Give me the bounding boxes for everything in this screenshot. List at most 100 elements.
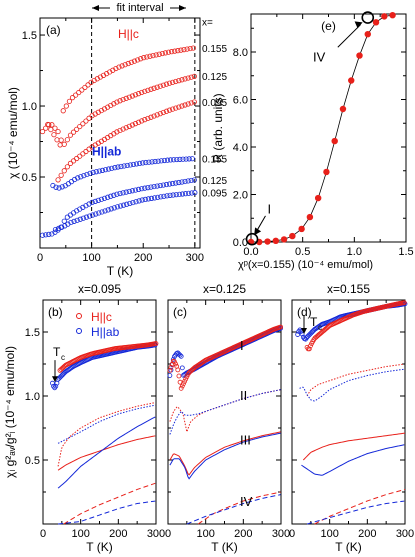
component-I-marker-hab	[295, 332, 301, 337]
component-I-marker-hab	[178, 353, 184, 359]
chi-marker	[179, 191, 186, 197]
chi-marker	[176, 191, 182, 197]
chi-marker	[144, 54, 150, 60]
chi-marker	[119, 63, 125, 69]
chi-marker	[132, 187, 139, 193]
chi-marker	[86, 146, 92, 152]
r-point	[289, 232, 296, 240]
series-label: 0.095	[202, 189, 227, 200]
y-tick-label: 4.0	[233, 142, 248, 154]
component-III-label: III	[240, 433, 251, 448]
chi-marker	[126, 123, 132, 129]
y-axis-title: R (arb. units)	[211, 93, 225, 162]
chi-marker	[63, 103, 69, 109]
chi-marker	[92, 198, 98, 204]
chi-marker	[157, 182, 163, 189]
x-equals-label: x=	[202, 18, 213, 29]
chi-marker	[81, 172, 87, 179]
series-label: 0.125	[202, 72, 227, 83]
chi-marker	[102, 167, 109, 173]
chi-marker	[95, 197, 101, 203]
x-axis-title: T (K)	[107, 264, 133, 278]
chi-marker	[166, 107, 173, 113]
chi-marker	[132, 121, 139, 127]
component-I-marker-hc	[179, 383, 185, 389]
r-point	[264, 238, 271, 245]
chi-marker	[131, 58, 138, 64]
chi-marker	[108, 206, 114, 212]
chi-marker	[77, 153, 83, 159]
x-tick-label: 300	[396, 528, 414, 540]
hc-label: H||c	[118, 27, 139, 41]
chi-marker	[160, 82, 166, 88]
y-tick-label: 0.0	[233, 237, 248, 249]
chi-marker	[130, 199, 136, 206]
chi-marker	[163, 181, 170, 188]
chi-marker	[136, 198, 142, 204]
chi-marker	[157, 111, 163, 117]
chi-marker	[67, 160, 74, 166]
chi-marker	[90, 169, 96, 176]
y-tick-label: 2.0	[233, 190, 248, 202]
chi-marker	[189, 190, 195, 196]
chi-marker	[188, 100, 194, 106]
chi-marker	[52, 226, 59, 233]
chi-marker	[109, 165, 115, 171]
chi-marker	[173, 180, 179, 186]
component-I-marker-hc	[181, 381, 186, 387]
chi-marker	[73, 92, 79, 98]
chi-marker	[186, 156, 192, 162]
chi-marker	[78, 174, 84, 180]
chi-marker	[64, 214, 70, 220]
chi-marker	[172, 48, 178, 54]
component-I-marker-hc	[178, 385, 184, 391]
panel-e: 0.0 0.5 1.0 1.5 0.0 2.0 4.0 6.0 8.0 I IV (e) χᵖ(x=0.…	[211, 11, 414, 271]
chi-marker	[162, 50, 169, 56]
chi-marker	[129, 122, 135, 128]
component-I-marker-hc	[278, 324, 284, 330]
x-tick-label: 200	[358, 528, 376, 540]
chi-marker	[93, 169, 99, 175]
chi-marker	[98, 196, 105, 202]
chi-marker	[164, 157, 171, 163]
chi-marker	[165, 49, 172, 55]
chi-marker	[149, 159, 155, 165]
chi-marker	[127, 162, 133, 168]
component-I-marker-hab	[177, 352, 183, 358]
component-IV-label: IV	[240, 494, 253, 509]
chi-marker	[175, 48, 181, 54]
chi-marker	[155, 158, 161, 164]
chi-marker	[80, 215, 86, 221]
r-point	[339, 105, 347, 113]
chi-marker	[114, 204, 121, 210]
chi-marker	[170, 106, 176, 112]
legend-hc-label: H||c	[91, 310, 112, 324]
chi-marker	[105, 194, 111, 200]
chi-marker	[121, 202, 127, 208]
legend-hc-marker	[76, 313, 82, 319]
chi-marker	[129, 93, 135, 99]
r-point	[348, 77, 355, 84]
x-tick-label: 100	[71, 528, 89, 540]
x-tick-label: 300	[186, 252, 204, 264]
panel-title: x=0.095	[78, 282, 121, 296]
chi-marker	[56, 185, 62, 191]
chi-marker	[124, 162, 130, 169]
chi-marker	[142, 117, 148, 123]
chi-marker	[102, 208, 108, 214]
component-IV-hab-line	[186, 494, 281, 525]
chi-marker	[182, 191, 189, 197]
chi-marker	[139, 118, 145, 124]
chi-marker	[182, 178, 188, 185]
chi-marker	[187, 45, 193, 52]
series-label: 0.095	[202, 98, 227, 109]
chi-marker	[185, 178, 191, 184]
chi-marker	[108, 193, 114, 199]
chi-marker	[152, 158, 158, 165]
chi-marker	[173, 192, 179, 198]
chi-marker	[96, 210, 102, 216]
component-III-hab-line	[169, 432, 281, 480]
chi-marker	[68, 219, 74, 226]
chi-marker	[173, 78, 179, 85]
